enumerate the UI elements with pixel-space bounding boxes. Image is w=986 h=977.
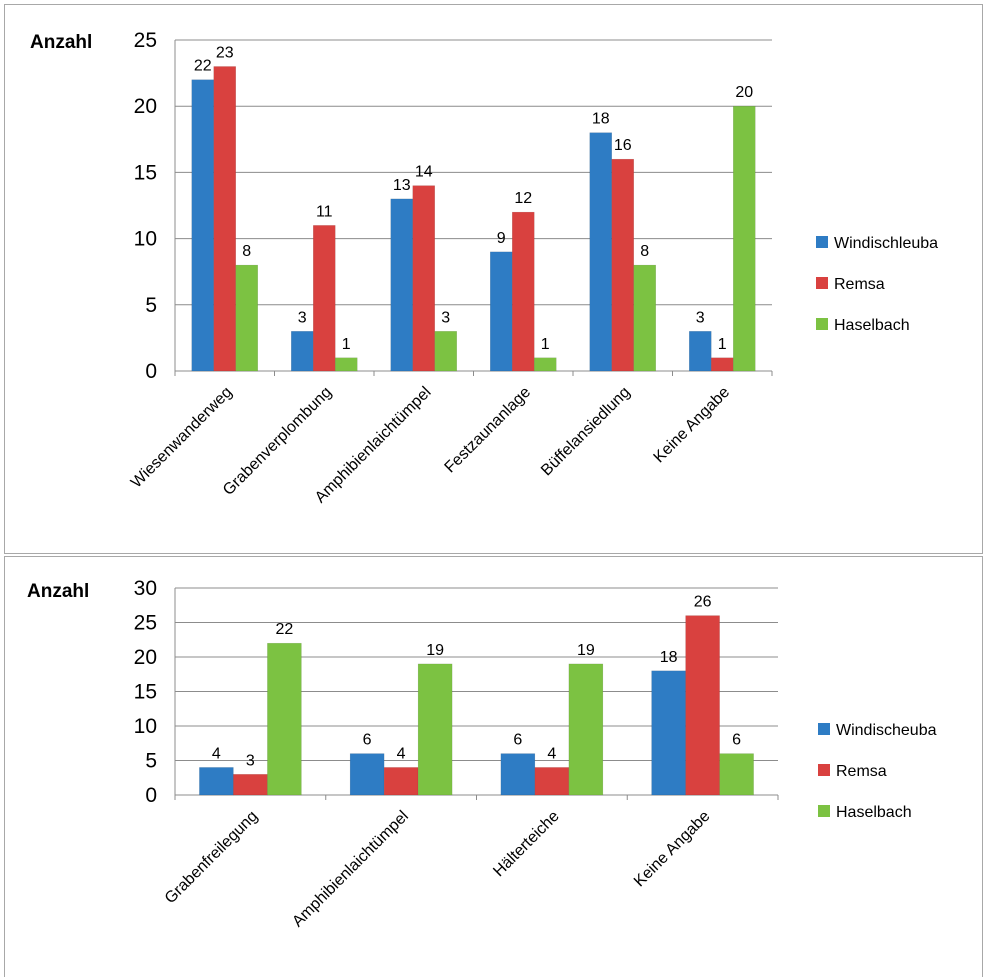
bar-remsa bbox=[412, 185, 435, 372]
y-tick-label: 25 bbox=[134, 29, 157, 52]
y-tick-label: 15 bbox=[134, 681, 157, 704]
data-label: 6 bbox=[363, 732, 372, 749]
bar-windischeuba bbox=[199, 767, 234, 796]
bar-remsa bbox=[233, 774, 268, 796]
data-label: 8 bbox=[242, 243, 251, 260]
y-tick-label: 10 bbox=[134, 228, 157, 251]
legend-swatch-haselbach bbox=[816, 318, 828, 330]
y-tick-label: 25 bbox=[134, 612, 157, 635]
x-tick-label: Hälterteiche bbox=[490, 808, 562, 880]
data-label: 4 bbox=[397, 745, 406, 762]
y-tick-label: 5 bbox=[145, 294, 157, 317]
y-tick-label: 30 bbox=[134, 577, 157, 600]
data-label: 1 bbox=[718, 336, 727, 353]
bar-haselbach bbox=[568, 663, 604, 796]
y-axis-label: Anzahl bbox=[30, 32, 92, 53]
bar-remsa bbox=[383, 767, 419, 796]
legend-label-windischleuba: Windischleuba bbox=[834, 235, 938, 252]
bar-windischeuba bbox=[651, 670, 686, 796]
legend-swatch-remsa bbox=[816, 277, 828, 289]
data-label: 3 bbox=[246, 752, 255, 769]
y-tick-label: 5 bbox=[145, 750, 157, 773]
bar-haselbach bbox=[235, 264, 258, 372]
data-label: 4 bbox=[212, 745, 221, 762]
data-label: 11 bbox=[316, 203, 333, 220]
data-label: 3 bbox=[298, 309, 307, 326]
bar-haselbach bbox=[733, 105, 756, 372]
x-tick-label: Amphibienlaichtümpel bbox=[289, 808, 412, 931]
data-label: 20 bbox=[735, 84, 753, 101]
legend-label-remsa: Remsa bbox=[836, 763, 887, 780]
bar-haselbach bbox=[534, 357, 557, 372]
legend-label-haselbach: Haselbach bbox=[834, 317, 910, 334]
legend-swatch-windischleuba bbox=[816, 236, 828, 248]
bar-haselbach bbox=[417, 663, 453, 796]
bar-remsa bbox=[213, 66, 236, 372]
bar-haselbach bbox=[719, 753, 754, 796]
data-label: 18 bbox=[592, 111, 610, 128]
data-label: 8 bbox=[640, 243, 649, 260]
data-label: 1 bbox=[342, 336, 351, 353]
y-tick-label: 15 bbox=[134, 161, 157, 184]
data-label: 1 bbox=[541, 336, 550, 353]
x-tick-label: Keine Angabe bbox=[631, 808, 714, 891]
legend-label-haselbach: Haselbach bbox=[836, 804, 912, 821]
bar-windischeuba bbox=[349, 753, 385, 796]
bar-haselbach bbox=[335, 357, 358, 372]
y-axis-label: Anzahl bbox=[27, 581, 89, 602]
bar-remsa bbox=[512, 211, 535, 372]
bar-remsa bbox=[534, 767, 570, 796]
legend-swatch-windischeuba bbox=[818, 723, 830, 735]
x-tick-label: Grabenfreilegung bbox=[162, 808, 261, 907]
bar-windischeuba bbox=[500, 753, 536, 796]
data-label: 9 bbox=[497, 230, 506, 247]
data-label: 19 bbox=[426, 642, 444, 659]
bar-haselbach bbox=[633, 264, 656, 372]
legend-swatch-haselbach bbox=[818, 805, 830, 817]
data-label: 22 bbox=[275, 621, 293, 638]
legend-swatch-remsa bbox=[818, 764, 830, 776]
data-label: 14 bbox=[415, 164, 433, 181]
bar-chart-1: 0510152025AnzahlWiesenwanderweg22238Grab… bbox=[30, 29, 938, 507]
data-label: 22 bbox=[194, 58, 212, 75]
legend-label-windischeuba: Windischeuba bbox=[836, 722, 937, 739]
y-tick-label: 10 bbox=[134, 715, 157, 738]
data-label: 3 bbox=[696, 309, 705, 326]
bar-haselbach bbox=[267, 642, 302, 796]
data-label: 12 bbox=[514, 190, 532, 207]
y-tick-label: 20 bbox=[134, 646, 157, 669]
data-label: 16 bbox=[614, 137, 632, 154]
data-label: 13 bbox=[393, 177, 411, 194]
legend-label-remsa: Remsa bbox=[834, 276, 885, 293]
bar-remsa bbox=[685, 615, 720, 796]
data-label: 3 bbox=[441, 309, 450, 326]
data-label: 18 bbox=[660, 649, 678, 666]
data-label: 23 bbox=[216, 44, 234, 61]
data-label: 19 bbox=[577, 642, 595, 659]
bar-windischleuba bbox=[689, 331, 712, 372]
data-label: 4 bbox=[547, 745, 556, 762]
y-tick-label: 0 bbox=[145, 360, 157, 383]
bar-remsa bbox=[313, 225, 336, 372]
data-label: 6 bbox=[732, 732, 741, 749]
data-label: 26 bbox=[694, 594, 712, 611]
data-label: 6 bbox=[513, 732, 522, 749]
y-tick-label: 0 bbox=[145, 784, 157, 807]
bar-haselbach bbox=[434, 331, 457, 372]
y-tick-label: 20 bbox=[134, 95, 157, 118]
